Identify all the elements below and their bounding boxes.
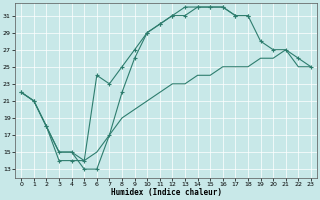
X-axis label: Humidex (Indice chaleur): Humidex (Indice chaleur) [111,188,221,197]
